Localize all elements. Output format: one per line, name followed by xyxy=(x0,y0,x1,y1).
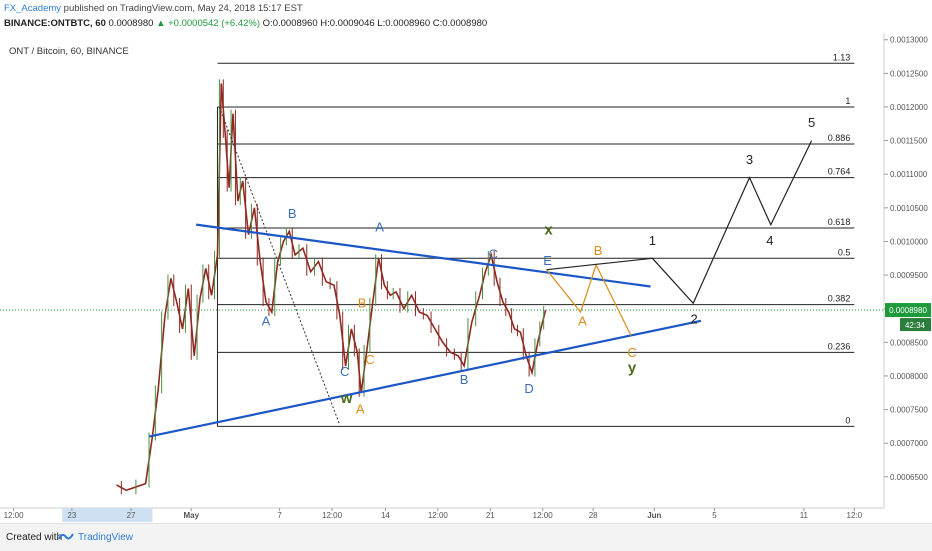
fib-level-label: 0.382 xyxy=(828,294,851,304)
fib-level-label: 0.886 xyxy=(828,133,851,143)
ohlc-values: O:0.0008960 H:0.0009046 L:0.0008960 C:0.… xyxy=(262,18,488,29)
price-tick-label: 0.0008500 xyxy=(890,338,928,347)
price-change: ▲ +0.0000542 (+6.42%) xyxy=(156,18,261,29)
triangle-trendline xyxy=(195,223,651,288)
wave-label: C xyxy=(365,352,374,367)
price-tick-label: 0.0011000 xyxy=(890,170,928,179)
author-link[interactable]: FX_Academy xyxy=(4,3,62,14)
projection-orange-path xyxy=(546,263,632,336)
wave-label: 5 xyxy=(808,115,815,130)
price-candles xyxy=(116,79,547,495)
fib-level-label: 0 xyxy=(845,415,850,425)
time-tick-label: 12:00 xyxy=(428,511,449,520)
price-tick-label: 0.0012500 xyxy=(890,69,928,78)
trendlines xyxy=(149,106,813,438)
tradingview-brand[interactable]: TradingView xyxy=(78,532,134,543)
footer-bar: Created with TradingView xyxy=(0,523,932,551)
created-with-text: Created with xyxy=(6,532,63,543)
triangle-trendline xyxy=(149,319,702,438)
wave-label: C xyxy=(488,246,497,261)
wave-label: y xyxy=(628,360,637,377)
publish-info: FX_Academy published on TradingView.com,… xyxy=(4,3,303,14)
price-tick-label: 0.0006500 xyxy=(890,473,928,482)
time-tick-label: 12:0 xyxy=(847,511,863,520)
countdown-label: 42:34 xyxy=(905,321,926,330)
time-tick-label: 12:00 xyxy=(533,511,554,520)
dotted-trendline xyxy=(218,106,341,426)
time-tick-label: 12:00 xyxy=(4,511,25,520)
time-tick-label: May xyxy=(183,511,199,520)
symbol-info: BINANCE:ONTBTC, 60 0.0008980 ▲ +0.000054… xyxy=(4,18,487,29)
price-tick-label: 0.0009500 xyxy=(890,271,928,280)
time-tick-label: 28 xyxy=(589,511,598,520)
price-tick-label: 0.0008000 xyxy=(890,372,928,381)
price-tick-label: 0.0007000 xyxy=(890,439,928,448)
fib-level-label: 0.236 xyxy=(828,341,851,351)
projection-black-path xyxy=(546,140,813,305)
time-tick-label: 5 xyxy=(712,511,717,520)
axes: 0.0013000 0.0012500 0.0012000 0.0011500 0.00… xyxy=(0,33,931,522)
wave-label: A xyxy=(578,314,587,329)
price-tick-label: 0.0013000 xyxy=(890,36,928,45)
wave-label: B xyxy=(358,295,367,310)
chart-canvas[interactable]: 1.13 1 0.886 0.764 0.618 0.5 0.382 0.236 0 A B C A B… xyxy=(0,0,932,523)
countdown-badge xyxy=(900,318,931,332)
time-range-highlight xyxy=(62,508,153,522)
fib-level-label: 1 xyxy=(845,96,850,106)
wave-label: E xyxy=(543,253,552,268)
current-price-label: 0.0008980 xyxy=(889,306,927,315)
fib-level-label: 0.764 xyxy=(828,167,851,177)
wave-label: A xyxy=(356,402,365,417)
current-price-badge xyxy=(885,303,931,318)
price-tick-label: 0.0011500 xyxy=(890,137,928,146)
time-tick-label: 12:00 xyxy=(322,511,343,520)
symbol-name: BINANCE:ONTBTC, 60 xyxy=(4,18,106,29)
wave-label: x xyxy=(544,222,553,239)
wave-label: 1 xyxy=(649,233,656,248)
price-tick-label: 0.0012000 xyxy=(890,103,928,112)
chart-title: ONT / Bitcoin, 60, BINANCE xyxy=(9,46,129,57)
wave-label: B xyxy=(288,206,297,221)
price-tick-label: 0.0010500 xyxy=(890,204,928,213)
price-series-line xyxy=(116,83,547,492)
fib-level-label: 1.13 xyxy=(833,52,851,62)
time-tick-label: 11 xyxy=(800,511,809,520)
tradingview-logo-icon xyxy=(58,530,74,548)
wave-label: A xyxy=(375,219,384,234)
time-tick-label: 14 xyxy=(381,511,390,520)
wave-label: w xyxy=(340,390,353,407)
wave-labels: A B C A B C D E B C A A B Cw x y 1 2 3 4 5 xyxy=(262,115,816,416)
fib-level-label: 0.5 xyxy=(838,247,851,257)
price-tick-label: 0.0007500 xyxy=(890,406,928,415)
wave-label: 2 xyxy=(691,312,698,327)
wave-label: C xyxy=(627,345,636,360)
wave-label: B xyxy=(594,243,603,258)
last-price: 0.0008980 xyxy=(108,18,154,29)
published-text: published on TradingView.com, May 24, 20… xyxy=(63,3,303,14)
price-tick-label: 0.0010000 xyxy=(890,237,928,246)
wave-label: D xyxy=(524,381,533,396)
time-tick-label: 27 xyxy=(127,511,136,520)
wave-label: B xyxy=(460,372,469,387)
wave-label: 4 xyxy=(766,233,773,248)
time-tick-label: Jun xyxy=(647,511,661,520)
wave-label: C xyxy=(340,364,349,379)
fib-level-label: 0.618 xyxy=(828,217,851,227)
wave-label: 3 xyxy=(746,152,753,167)
wave-label: A xyxy=(262,314,271,329)
time-tick-label: 21 xyxy=(486,511,495,520)
time-tick-label: 7 xyxy=(277,511,282,520)
time-tick-label: 23 xyxy=(67,511,76,520)
